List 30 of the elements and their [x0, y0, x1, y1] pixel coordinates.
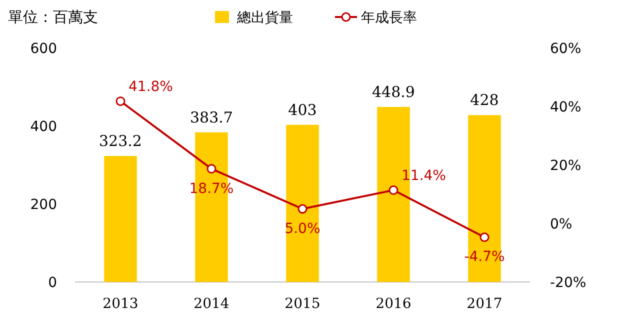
- x-tick-label: 2014: [194, 296, 230, 312]
- y-tick-label: 0: [48, 275, 57, 291]
- y2-tick-label: 60%: [550, 41, 582, 57]
- data-label: 448.9: [372, 82, 415, 101]
- point: [480, 232, 490, 242]
- bar: [104, 156, 137, 282]
- y-tick-label: 600: [30, 41, 57, 57]
- x-tick-label: 2013: [102, 296, 138, 312]
- data-label: 403: [288, 100, 317, 119]
- x-tick-label: 2015: [284, 296, 320, 312]
- y2-tick-label: 20%: [550, 158, 582, 174]
- bar: [286, 124, 319, 282]
- data-label: 383.7: [190, 108, 233, 126]
- legend-label: 年成長率: [361, 10, 417, 26]
- y2-tick-label: 0%: [550, 216, 572, 232]
- text: 單位：百萬支: [8, 8, 98, 26]
- y-tick-label: 200: [30, 197, 57, 213]
- point: [298, 204, 308, 214]
- y2-tick-label: -20%: [550, 275, 586, 291]
- point: [206, 164, 216, 174]
- y-tick-label: 400: [30, 119, 57, 135]
- legend-label: 總出貨量: [236, 10, 293, 26]
- point: [116, 96, 126, 106]
- data-label: 323.2: [99, 132, 142, 150]
- x-tick-label: 2017: [466, 296, 502, 312]
- x-tick-label: 2016: [376, 296, 412, 312]
- y2-tick-label: 40%: [550, 100, 582, 116]
- data-label: 428: [470, 91, 499, 110]
- data-label: 41.8%: [128, 79, 173, 96]
- point: [388, 185, 398, 195]
